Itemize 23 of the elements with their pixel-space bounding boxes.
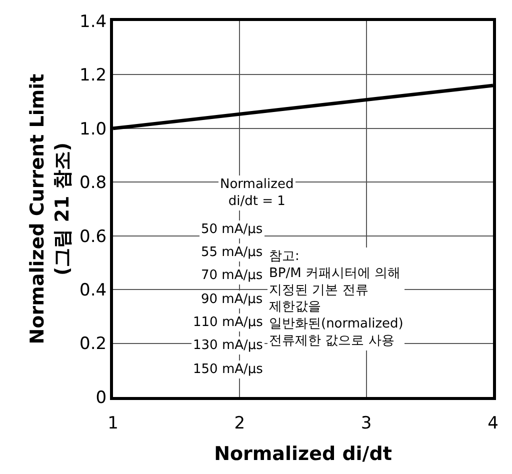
annotation: 55 mA/µs: [201, 245, 263, 260]
annotation: 150 mA/µs: [193, 362, 264, 377]
annotation: 90 mA/µs: [201, 292, 263, 307]
x-tick-label: 1: [108, 413, 118, 434]
x-tick-label: 4: [488, 413, 498, 434]
y-tick-label: 0.2: [80, 334, 107, 354]
y-tick-label: 0.4: [80, 280, 107, 301]
y-tick-label: 0: [96, 388, 107, 408]
annotation: 참고: BP/M 커패시터에 의해 지정된 기본 전류 제한값을 일반화된(normalized) 전류제한 값으로 사용: [269, 249, 404, 348]
y-tick-label: 0.6: [80, 226, 107, 247]
annotation: 130 mA/µs: [193, 338, 264, 353]
y-tick-label: 0.8: [80, 173, 107, 194]
x-axis-title: Normalized di/dt: [214, 443, 392, 466]
annotation: 70 mA/µs: [201, 268, 263, 283]
x-tick-label: 3: [360, 413, 372, 434]
annotation: 50 mA/µs: [201, 222, 263, 237]
x-tick-label: 2: [234, 413, 246, 434]
y-tick-label: 1.0: [80, 119, 107, 140]
y-tick-label: 1.4: [80, 12, 107, 32]
annotation: 110 mA/µs: [193, 315, 264, 330]
annotation: Normalized di/dt = 1: [220, 177, 294, 209]
y-axis-title: Normalized Current Limit (그림 21 참조): [26, 74, 74, 344]
y-tick-label: 1.2: [80, 66, 107, 86]
